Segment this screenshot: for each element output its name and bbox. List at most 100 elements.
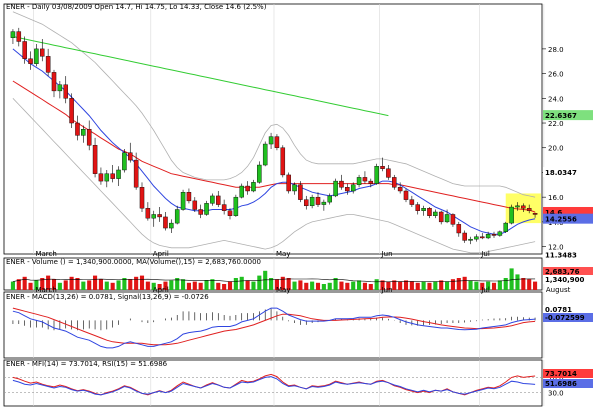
candle-body — [139, 187, 145, 209]
candle-body — [75, 122, 80, 136]
volume-bar — [462, 276, 467, 290]
volume-bar — [69, 276, 74, 290]
volume-bar — [386, 281, 391, 290]
panel-value-tag: 0.0781 — [545, 306, 572, 314]
volume-bar — [327, 282, 332, 290]
price-panel-header: ENER - Daily 03/08/2009 Open 14.7, Hi 14… — [6, 3, 267, 11]
volume-bar — [333, 278, 338, 290]
candle-body — [421, 208, 426, 211]
candle-body — [10, 31, 16, 38]
macd-main-line — [12, 307, 536, 349]
x-axis-label-march: March — [35, 250, 56, 258]
macd-signal-line — [12, 307, 536, 346]
candle-body — [438, 211, 444, 223]
volume-bar — [286, 278, 291, 290]
volume-bar — [40, 278, 45, 290]
grid-lines — [33, 4, 545, 406]
candle-body — [51, 72, 57, 92]
candle-body — [98, 173, 104, 182]
volume-bar — [292, 281, 297, 290]
volume-bar — [497, 280, 502, 290]
volume-bar — [368, 284, 373, 290]
candle-body — [339, 180, 344, 188]
candle-body — [474, 236, 479, 240]
macd-panel-header: ENER - MACD(13,26) = 0.0781, Signal(13,2… — [6, 293, 209, 301]
volume-bar — [521, 278, 526, 290]
candle-body — [456, 224, 462, 234]
candle-body — [403, 190, 409, 200]
candle-body — [69, 98, 74, 124]
candle-body — [268, 136, 274, 145]
price-value-tag-bg — [543, 110, 593, 121]
ma-green-line — [12, 36, 389, 117]
volume-bar — [321, 284, 326, 290]
candle-body — [257, 164, 262, 183]
x-axis-label-volume-april: April — [153, 286, 169, 294]
volume-bar — [46, 275, 51, 290]
candle-body — [133, 159, 139, 188]
volume-bar — [57, 282, 62, 290]
candle-body — [509, 206, 514, 224]
upper-band-line — [12, 11, 536, 198]
volume-bar — [239, 276, 244, 290]
panel-value-tag: -0.072599 — [545, 314, 585, 322]
panel-value-tag-bg — [543, 267, 593, 276]
volume-bars — [10, 268, 538, 290]
rsi-y-tick-label: 70.0 — [548, 374, 564, 382]
price-y-tick-label: 16.0 — [548, 194, 564, 202]
volume-ma-line — [12, 278, 536, 283]
candle-body — [397, 187, 403, 192]
candle-body — [174, 209, 180, 224]
ma-blue-line — [12, 48, 536, 235]
lower-band-line — [12, 98, 536, 254]
volume-bar — [503, 278, 508, 290]
candle-body — [92, 145, 98, 174]
volume-bar — [480, 282, 485, 290]
volume-bar — [468, 280, 473, 290]
volume-bar — [374, 279, 379, 290]
volume-bar — [433, 281, 438, 290]
volume-bar — [181, 279, 186, 290]
volume-bar — [415, 282, 420, 290]
volume-bar — [403, 280, 409, 290]
x-axis-label-volume-august: August — [546, 286, 571, 294]
candle-body — [462, 232, 467, 241]
price-y-tick-label: 12.0 — [548, 244, 564, 252]
candle-body — [274, 136, 280, 148]
volume-bar — [134, 276, 139, 290]
price-y-tick-label: 22.0 — [548, 120, 564, 128]
rsi-lines — [4, 373, 542, 396]
volume-bar — [122, 278, 127, 290]
candle-body — [327, 195, 332, 203]
candle-body — [315, 196, 321, 205]
candle-body — [40, 48, 45, 57]
candle-body — [345, 187, 350, 192]
volume-bar — [104, 281, 109, 290]
volume-bar — [98, 279, 103, 290]
volume-bar — [274, 279, 279, 290]
candle-body — [233, 196, 239, 216]
x-axis-label-volume-may: May — [276, 286, 290, 294]
volume-bar — [227, 281, 233, 290]
x-axis-label-volume-march: March — [35, 286, 56, 294]
candle-body — [415, 204, 420, 211]
volume-bar — [251, 281, 256, 290]
candle-body — [262, 143, 268, 166]
value-tags: 22.6367 18.0347 14.614.2556 11.3483 2,683,76… — [543, 110, 593, 388]
panel-value-tag: 2,683,76 — [545, 268, 580, 276]
price-value-tag-bg — [543, 249, 593, 260]
price-value-tag: 22.6367 — [545, 112, 577, 120]
candle-body — [409, 199, 415, 205]
candle-body — [186, 192, 192, 202]
volume-bar — [93, 275, 98, 290]
volume-bar — [421, 281, 426, 290]
candle-body — [192, 200, 198, 210]
candle-body — [28, 58, 33, 64]
candle-body — [503, 222, 508, 232]
candle-body — [210, 195, 215, 204]
x-axis-label-volume-jun: Jun — [381, 286, 393, 294]
rsi-panel-header: ENER - MFI(14) = 73.7014, RSI(15) = 51.6… — [6, 360, 168, 368]
candle-body — [280, 147, 286, 176]
volume-bar — [515, 274, 520, 290]
candle-body — [104, 173, 110, 182]
